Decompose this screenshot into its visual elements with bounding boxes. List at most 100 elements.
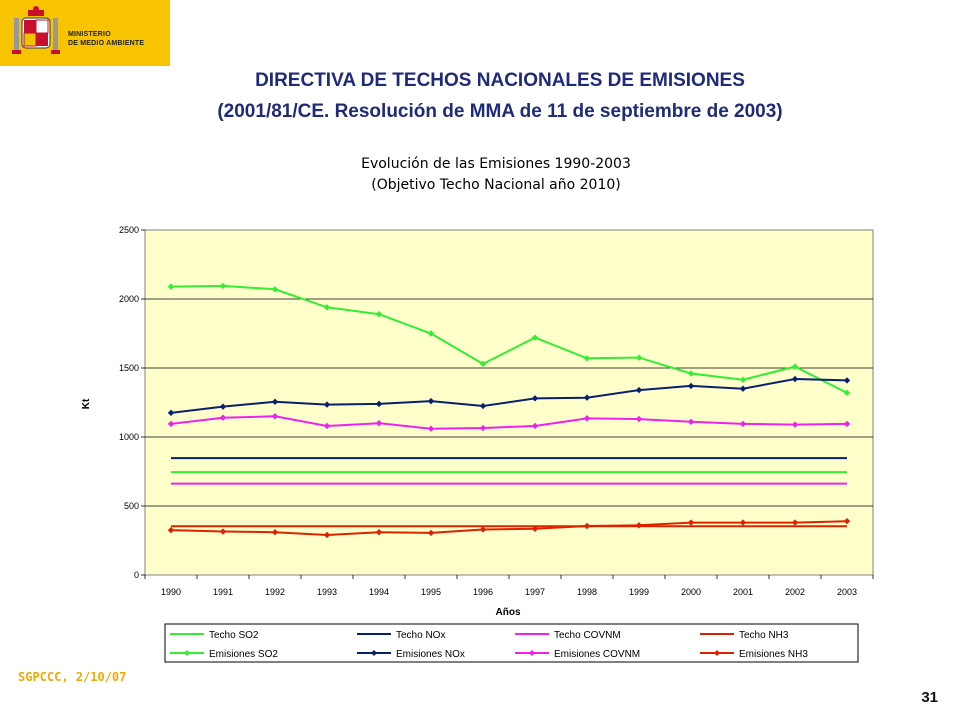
x-tick-label: 2002 bbox=[785, 587, 805, 597]
data-point bbox=[843, 389, 851, 397]
data-point bbox=[271, 529, 279, 536]
data-point bbox=[479, 402, 487, 410]
legend: Techo SO2 Techo NOx Techo COVNM Techo NH3 Em… bbox=[170, 630, 808, 660]
legend-label: Techo SO2 bbox=[209, 630, 259, 641]
x-tick-label: 1993 bbox=[317, 587, 337, 597]
logo-line1: MINISTERIO bbox=[68, 31, 111, 38]
data-point bbox=[739, 420, 747, 428]
data-point bbox=[791, 421, 799, 428]
data-point bbox=[375, 400, 383, 408]
data-point bbox=[531, 422, 539, 430]
data-point bbox=[271, 286, 279, 293]
y-axis-label: Kt bbox=[81, 398, 92, 409]
x-tick-label: 1994 bbox=[369, 587, 389, 597]
data-point bbox=[375, 310, 383, 318]
x-tick-label: 1997 bbox=[525, 587, 545, 597]
page-title: DIRECTIVA DE TECHOS NACIONALES DE EMISIO… bbox=[255, 70, 745, 91]
data-point bbox=[583, 415, 591, 422]
series-line-emisiones-nox bbox=[170, 377, 848, 414]
series-line-emisiones-so2 bbox=[170, 284, 848, 394]
data-point bbox=[843, 420, 851, 428]
x-axis-label: Años bbox=[496, 607, 521, 618]
x-tick-label: 2003 bbox=[837, 587, 857, 597]
data-point bbox=[479, 360, 487, 368]
data-point bbox=[583, 355, 591, 362]
legend-label: Techo COVNM bbox=[554, 630, 621, 641]
data-point bbox=[427, 425, 435, 432]
data-point bbox=[271, 413, 279, 420]
data-point bbox=[739, 376, 747, 383]
data-point bbox=[323, 422, 331, 430]
data-point bbox=[219, 282, 227, 290]
data-point bbox=[271, 398, 279, 406]
x-tick-label: 2000 bbox=[681, 587, 701, 597]
data-point bbox=[219, 528, 227, 535]
data-point bbox=[427, 529, 435, 537]
legend-label: Techo NOx bbox=[396, 630, 445, 641]
y-tick-label: 2500 bbox=[119, 225, 139, 235]
data-point bbox=[167, 526, 175, 534]
data-point bbox=[531, 525, 539, 532]
data-point bbox=[687, 382, 695, 390]
series-line-emisiones-nh3 bbox=[170, 520, 848, 537]
data-point bbox=[635, 415, 643, 423]
x-tick-label: 2001 bbox=[733, 587, 753, 597]
chart-subtitle: (Objetivo Techo Nacional año 2010) bbox=[371, 177, 620, 193]
x-tick-label: 1999 bbox=[629, 587, 649, 597]
ministry-logo: MINISTERIO DE MEDIO AMBIENTE bbox=[0, 0, 170, 66]
data-point bbox=[219, 403, 227, 410]
legend-item: Emisiones NOx bbox=[357, 649, 465, 660]
data-point bbox=[739, 519, 747, 526]
series-emisiones-so2 bbox=[167, 282, 851, 397]
legend-marker bbox=[529, 650, 535, 656]
x-tick-label: 1995 bbox=[421, 587, 441, 597]
legend-label: Techo NH3 bbox=[739, 630, 789, 641]
data-point bbox=[479, 526, 487, 533]
logo-text: MINISTERIO DE MEDIO AMBIENTE bbox=[68, 30, 144, 48]
data-point bbox=[739, 385, 747, 392]
series-emisiones-nh3 bbox=[167, 517, 851, 539]
data-point bbox=[635, 354, 643, 361]
legend-item: Emisiones COVNM bbox=[515, 649, 640, 660]
data-point bbox=[323, 401, 331, 408]
data-point bbox=[427, 330, 435, 337]
legend-box bbox=[164, 623, 859, 663]
legend-label: Emisiones NH3 bbox=[739, 649, 808, 660]
series-emisiones-covnm bbox=[167, 413, 851, 432]
y-tick-label: 0 bbox=[134, 570, 139, 580]
data-point bbox=[167, 409, 175, 417]
y-tick-label: 2000 bbox=[119, 294, 139, 304]
x-tick-label: 1998 bbox=[577, 587, 597, 597]
data-point bbox=[531, 334, 539, 341]
x-tick-label: 1990 bbox=[161, 587, 181, 597]
page-number: 31 bbox=[921, 689, 938, 706]
data-point bbox=[479, 424, 487, 432]
data-point bbox=[791, 375, 799, 383]
legend-label: Emisiones NOx bbox=[396, 649, 465, 660]
legend-marker bbox=[184, 650, 190, 656]
legend-marker bbox=[371, 650, 377, 656]
data-point bbox=[427, 397, 435, 405]
data-point bbox=[583, 394, 591, 401]
legend-label: Emisiones COVNM bbox=[554, 649, 640, 660]
data-point bbox=[323, 304, 331, 311]
data-point bbox=[687, 519, 695, 526]
data-point bbox=[635, 386, 643, 394]
x-tick-label: 1991 bbox=[213, 587, 233, 597]
data-point bbox=[843, 517, 851, 525]
data-point bbox=[687, 370, 695, 377]
chart-title: Evolución de las Emisiones 1990-2003 bbox=[361, 156, 631, 172]
y-tick-label: 1000 bbox=[119, 432, 139, 442]
coat-of-arms-icon bbox=[12, 6, 60, 54]
data-point bbox=[375, 420, 383, 427]
y-tick-label: 1500 bbox=[119, 363, 139, 373]
data-point bbox=[167, 420, 175, 428]
data-point bbox=[375, 529, 383, 536]
series-emisiones-nox bbox=[167, 375, 851, 417]
legend-item: Emisiones SO2 bbox=[170, 649, 278, 660]
legend-item: Techo SO2 bbox=[170, 630, 259, 641]
page-subtitle: (2001/81/CE. Resolución de MMA de 11 de … bbox=[217, 101, 783, 122]
legend-item: Techo NH3 bbox=[700, 630, 789, 641]
legend-marker bbox=[714, 650, 720, 656]
data-point bbox=[791, 363, 799, 370]
